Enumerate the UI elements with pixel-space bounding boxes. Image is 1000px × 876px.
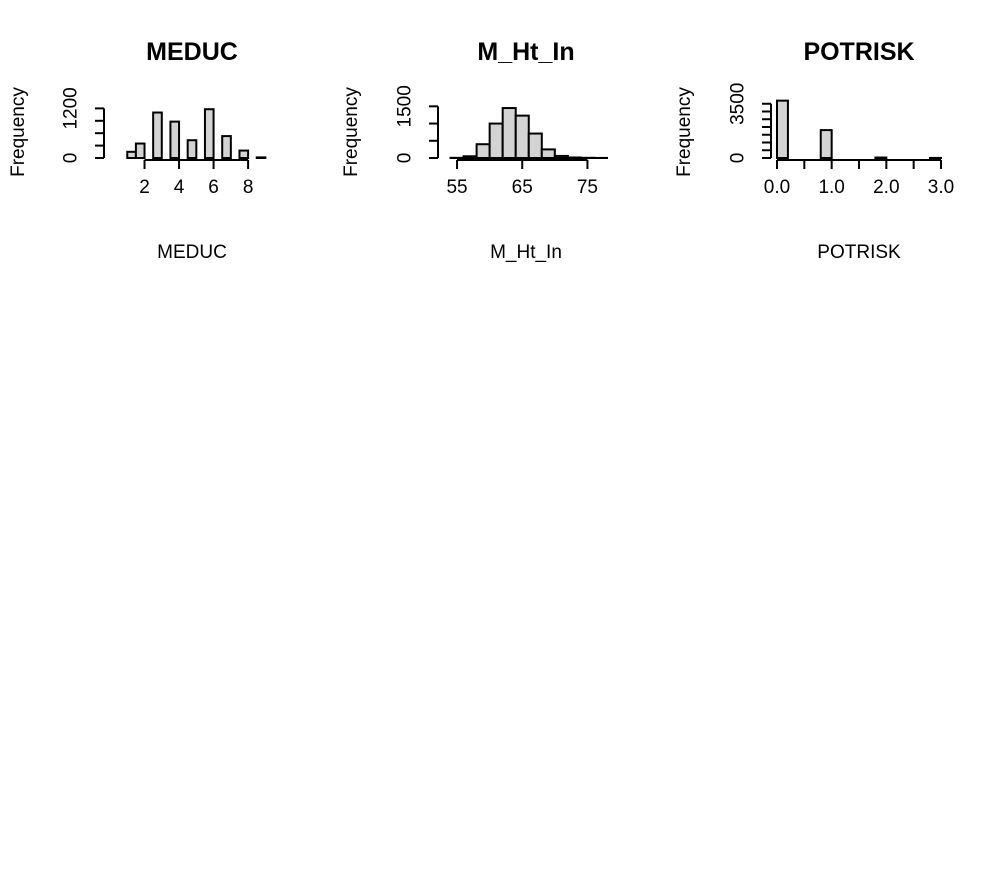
histogram-bar-5 bbox=[169, 120, 181, 159]
x-tick-label: 1.0 bbox=[818, 177, 844, 198]
histogram-bars bbox=[776, 99, 942, 160]
y-axis: 0 3500 bbox=[728, 83, 772, 164]
y-axis-label: Frequency bbox=[8, 87, 29, 177]
histogram-bar-7 bbox=[186, 139, 198, 160]
x-axis: 0.0 1.0 2.0 3.0 bbox=[764, 159, 954, 198]
y-axis-label: Frequency bbox=[674, 87, 695, 177]
histogram-bar-0 bbox=[126, 150, 137, 160]
histogram-bar-7 bbox=[540, 148, 556, 159]
histogram-bar-5 bbox=[514, 114, 530, 159]
chart-title: MEDUC bbox=[146, 38, 238, 66]
histogram-bar-11 bbox=[221, 135, 232, 160]
histogram-bar-0 bbox=[776, 99, 789, 159]
meduc-histogram-panel: MEDUC MEDUC Frequency 2 4 6 8 0 1200 bbox=[8, 38, 267, 263]
y-tick-label: 0 bbox=[61, 153, 82, 164]
x-tick-label: 8 bbox=[243, 177, 254, 198]
y-tick-label: 0 bbox=[728, 153, 749, 164]
x-tick-label: 65 bbox=[512, 177, 533, 198]
histogram-bar-1 bbox=[462, 155, 478, 159]
y-axis-label: Frequency bbox=[341, 87, 362, 177]
chart-title: POTRISK bbox=[803, 38, 914, 66]
histogram-bars bbox=[126, 108, 267, 160]
histogram-bar-15 bbox=[255, 156, 267, 160]
y-tick-label: 1200 bbox=[61, 87, 82, 129]
histogram-bar-2 bbox=[475, 143, 491, 160]
x-tick-label: 0.0 bbox=[764, 177, 790, 198]
histogram-bar-4 bbox=[819, 129, 833, 160]
histogram-bar-4 bbox=[501, 107, 517, 159]
histogram-bar-13 bbox=[238, 149, 250, 159]
x-axis-label: MEDUC bbox=[157, 242, 227, 263]
histogram-bar-6 bbox=[527, 132, 543, 160]
histogram-bars bbox=[449, 107, 609, 160]
y-tick-label: 0 bbox=[395, 153, 416, 164]
chart-title: M_Ht_In bbox=[477, 38, 574, 66]
x-axis-label: M_Ht_In bbox=[490, 242, 562, 263]
x-axis: 55 65 75 bbox=[446, 159, 598, 198]
potrisk-histogram-panel: POTRISK POTRISK Frequency 0.0 1.0 2.0 3.0 0… bbox=[674, 38, 954, 263]
histogram-bar-3 bbox=[488, 122, 504, 159]
m-ht-in-histogram-panel: M_Ht_In M_Ht_In Frequency 55 65 75 0 1500 bbox=[341, 38, 609, 263]
x-tick-label: 3.0 bbox=[928, 177, 954, 198]
histogram-bar-9 bbox=[203, 108, 215, 160]
y-tick-label: 1500 bbox=[395, 85, 416, 127]
histogram-bar-9 bbox=[566, 156, 582, 160]
x-tick-label: 2.0 bbox=[873, 177, 899, 198]
y-axis: 0 1500 bbox=[395, 85, 439, 163]
x-axis: 2 4 6 8 bbox=[139, 159, 254, 198]
x-axis-label: POTRISK bbox=[817, 242, 901, 263]
y-axis: 0 1200 bbox=[61, 87, 105, 163]
histogram-bar-1 bbox=[134, 142, 146, 160]
histogram-bar-3 bbox=[152, 111, 163, 159]
x-tick-label: 55 bbox=[446, 177, 467, 198]
x-tick-label: 75 bbox=[577, 177, 598, 198]
x-tick-label: 2 bbox=[139, 177, 150, 198]
x-tick-label: 4 bbox=[174, 177, 185, 198]
y-tick-label: 3500 bbox=[728, 83, 749, 125]
histogram-bar-8 bbox=[553, 154, 569, 160]
x-tick-label: 6 bbox=[208, 177, 219, 198]
